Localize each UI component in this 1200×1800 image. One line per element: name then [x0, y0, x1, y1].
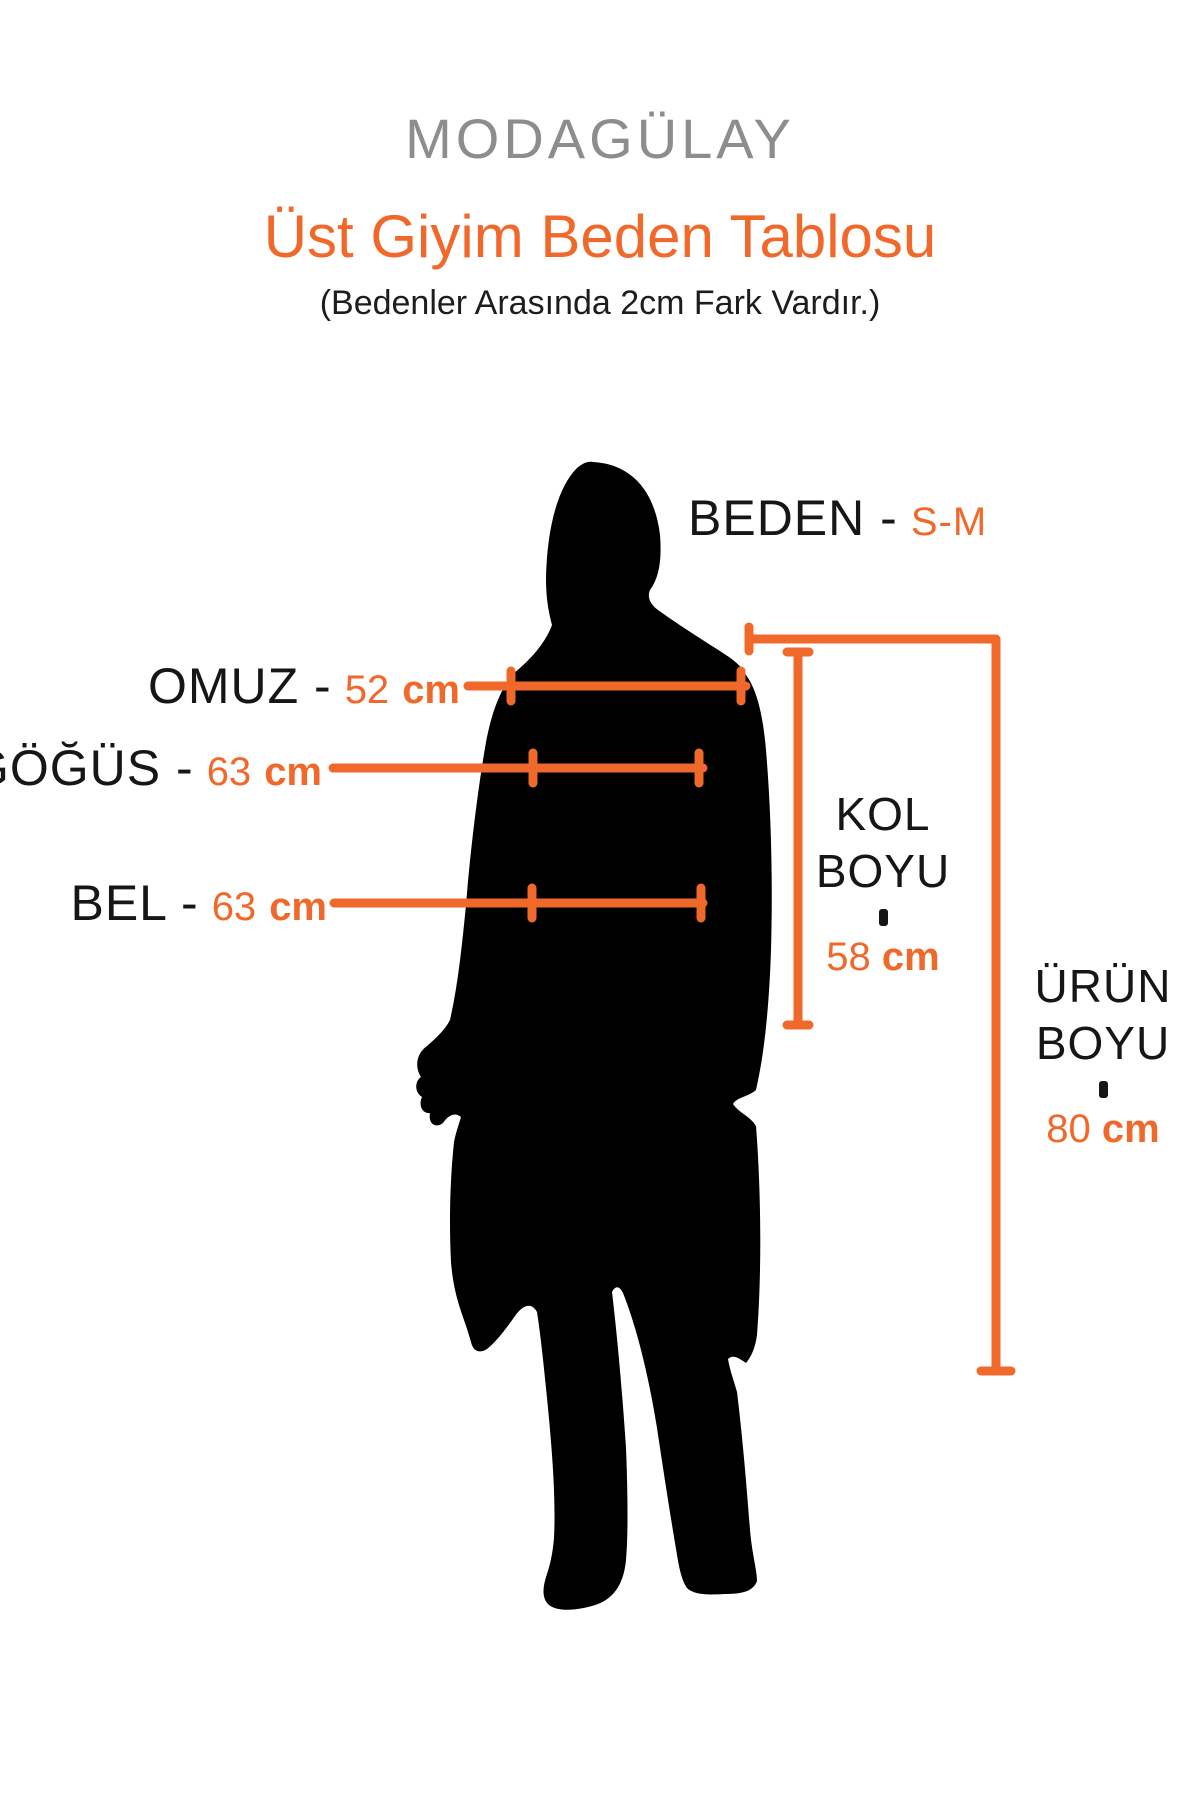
omuz-value-number: 52 [344, 668, 390, 712]
bel-value-unit: cm [269, 885, 327, 929]
omuz-value-unit: cm [402, 668, 460, 712]
urun-bracket [744, 634, 1001, 1376]
beden-measurement: BEDEN - S-M [688, 492, 987, 545]
omuz-measurement: OMUZ - 52 cm [148, 660, 460, 713]
kol-boyu-value: 58 cm [763, 935, 1003, 980]
page-subtitle: (Bedenler Arasında 2cm Fark Vardır.) [319, 284, 881, 322]
beden-value: S-M [910, 500, 988, 544]
kol-boyu-label-line2: BOYU [815, 845, 951, 897]
brand-logo: MODAGÜLAY [405, 107, 795, 170]
kol-boyu-measure-line [782, 647, 814, 1030]
gogus-measure-line [328, 748, 708, 788]
person-silhouette [416, 461, 772, 1610]
bel-value-number: 63 [211, 885, 257, 929]
bel-label: BEL - [70, 875, 199, 931]
urun-boyu-label-line1: ÜRÜN [1034, 960, 1172, 1012]
omuz-label: OMUZ - [147, 658, 332, 714]
bel-measure-line [329, 883, 708, 923]
gogus-label: GÖĞÜS - [0, 740, 194, 796]
kol-boyu-measurement: KOL BOYU 58 cm [763, 786, 1003, 980]
omuz-measure-line [463, 666, 751, 706]
dash-separator [1098, 1081, 1108, 1098]
dash-separator [878, 909, 888, 926]
urun-boyu-value: 80 cm [983, 1107, 1200, 1152]
urun-boyu-value-number: 80 [1046, 1107, 1091, 1151]
gogus-value-unit: cm [264, 750, 322, 794]
urun-boyu-label-line2: BOYU [1035, 1017, 1171, 1069]
gogus-measurement: GÖĞÜS - 63 cm [0, 742, 322, 795]
kol-boyu-value-number: 58 [826, 935, 871, 979]
urun-boyu-measure-line [744, 622, 1016, 1376]
bel-measurement: BEL - 63 cm [70, 877, 327, 930]
page-title: Üst Giyim Beden Tablosu [263, 203, 937, 270]
kol-boyu-value-unit: cm [881, 935, 940, 979]
gogus-value-number: 63 [206, 750, 252, 794]
urun-boyu-value-unit: cm [1101, 1107, 1160, 1151]
beden-label: BEDEN - [688, 490, 898, 546]
kol-boyu-label-line1: KOL [835, 788, 931, 840]
urun-boyu-measurement: ÜRÜN BOYU 80 cm [983, 958, 1200, 1152]
